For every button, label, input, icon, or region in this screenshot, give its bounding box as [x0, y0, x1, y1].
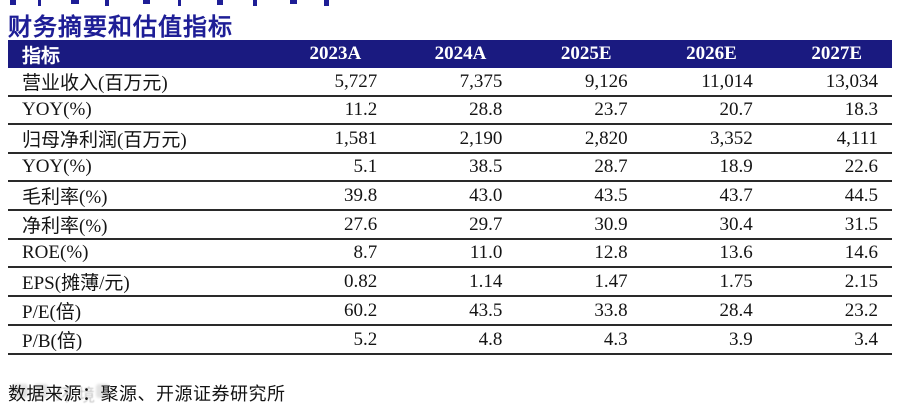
- cell-value: 1.14: [391, 267, 517, 297]
- column-header-2025E: 2025E: [516, 40, 642, 68]
- cell-value: 39.8: [266, 181, 392, 211]
- page-title: 财务摘要和估值指标: [8, 15, 233, 41]
- table-row: EPS(摊薄/元) 0.82 1.14 1.47 1.75 2.15: [8, 267, 892, 297]
- cell-value: 22.6: [766, 153, 892, 182]
- row-label: ROE(%): [8, 239, 267, 268]
- financial-summary-table: 指标 2023A 2024A 2025E 2026E 2027E 营业收入(百万元) 5,…: [8, 40, 892, 355]
- column-header-2027E: 2027E: [766, 40, 892, 68]
- cell-value: 43.5: [391, 296, 517, 326]
- column-header-2024A: 2024A: [391, 40, 517, 68]
- cell-value: 18.3: [766, 96, 892, 125]
- cell-value: 2,820: [516, 124, 642, 154]
- cell-value: 31.5: [766, 210, 892, 240]
- cell-value: 27.6: [266, 210, 392, 240]
- cell-value: 2,190: [391, 124, 517, 154]
- cell-value: 14.6: [766, 239, 892, 268]
- row-label: 归母净利润(百万元): [8, 124, 267, 154]
- table-row: P/E(倍) 60.2 43.5 33.8 28.4 23.2: [8, 296, 892, 326]
- table-row: YOY(%) 5.1 38.5 28.7 18.9 22.6: [8, 153, 892, 182]
- cell-value: 3.9: [641, 325, 767, 355]
- cell-value: 11,014: [641, 68, 767, 97]
- row-label: YOY(%): [8, 153, 267, 182]
- column-header-2026E: 2026E: [641, 40, 767, 68]
- cell-value: 4.3: [516, 325, 642, 355]
- cell-value: 33.8: [516, 296, 642, 326]
- cell-value: 60.2: [266, 296, 392, 326]
- cell-value: 5,727: [266, 68, 392, 97]
- table-row: 毛利率(%) 39.8 43.0 43.5 43.7 44.5: [8, 181, 892, 211]
- source-note: 数据来源：聚源、开源证券研究所: [8, 384, 286, 404]
- cell-value: 11.2: [266, 96, 392, 125]
- cell-value: 12.8: [516, 239, 642, 268]
- cell-value: 43.5: [516, 181, 642, 211]
- row-label: 毛利率(%): [8, 181, 267, 211]
- cell-value: 23.2: [766, 296, 892, 326]
- table-row: P/B(倍) 5.2 4.8 4.3 3.9 3.4: [8, 325, 892, 355]
- table-body: 营业收入(百万元) 5,727 7,375 9,126 11,014 13,034 YOY(…: [8, 68, 892, 355]
- row-label: P/E(倍): [8, 296, 267, 326]
- table-header-row: 指标 2023A 2024A 2025E 2026E 2027E: [8, 40, 892, 68]
- cell-value: 1,581: [266, 124, 392, 154]
- cell-value: 7,375: [391, 68, 517, 97]
- cell-value: 28.7: [516, 153, 642, 182]
- cell-value: 5.1: [266, 153, 392, 182]
- row-label: EPS(摊薄/元): [8, 267, 267, 297]
- cell-value: 3,352: [641, 124, 767, 154]
- table-row: 归母净利润(百万元) 1,581 2,190 2,820 3,352 4,111: [8, 124, 892, 154]
- cell-value: 23.7: [516, 96, 642, 125]
- cell-value: 38.5: [391, 153, 517, 182]
- cell-value: 1.47: [516, 267, 642, 297]
- cell-value: 43.0: [391, 181, 517, 211]
- cell-value: 28.8: [391, 96, 517, 125]
- cell-value: 43.7: [641, 181, 767, 211]
- cell-value: 5.2: [266, 325, 392, 355]
- table-row: 营业收入(百万元) 5,727 7,375 9,126 11,014 13,034: [8, 68, 892, 97]
- table-row: YOY(%) 11.2 28.8 23.7 20.7 18.3: [8, 96, 892, 125]
- cell-value: 1.75: [641, 267, 767, 297]
- cell-value: 4.8: [391, 325, 517, 355]
- cell-value: 9,126: [516, 68, 642, 97]
- cell-value: 3.4: [766, 325, 892, 355]
- row-label: P/B(倍): [8, 325, 267, 355]
- column-header-2023A: 2023A: [266, 40, 392, 68]
- cell-value: 2.15: [766, 267, 892, 297]
- row-label: 净利率(%): [8, 210, 267, 240]
- table-row: ROE(%) 8.7 11.0 12.8 13.6 14.6: [8, 239, 892, 268]
- cell-value: 18.9: [641, 153, 767, 182]
- cell-value: 30.9: [516, 210, 642, 240]
- row-label: 营业收入(百万元): [8, 68, 267, 97]
- cell-value: 20.7: [641, 96, 767, 125]
- cell-value: 44.5: [766, 181, 892, 211]
- cell-value: 13.6: [641, 239, 767, 268]
- cell-value: 11.0: [391, 239, 517, 268]
- cell-value: 0.82: [266, 267, 392, 297]
- cell-value: 13,034: [766, 68, 892, 97]
- cell-value: 8.7: [266, 239, 392, 268]
- cell-value: 30.4: [641, 210, 767, 240]
- cell-value: 28.4: [641, 296, 767, 326]
- cropped-text-artifact: [10, 0, 430, 6]
- table-row: 净利率(%) 27.6 29.7 30.9 30.4 31.5: [8, 210, 892, 240]
- cell-value: 4,111: [766, 124, 892, 154]
- row-label: YOY(%): [8, 96, 267, 125]
- cell-value: 29.7: [391, 210, 517, 240]
- column-header-index: 指标: [8, 40, 267, 68]
